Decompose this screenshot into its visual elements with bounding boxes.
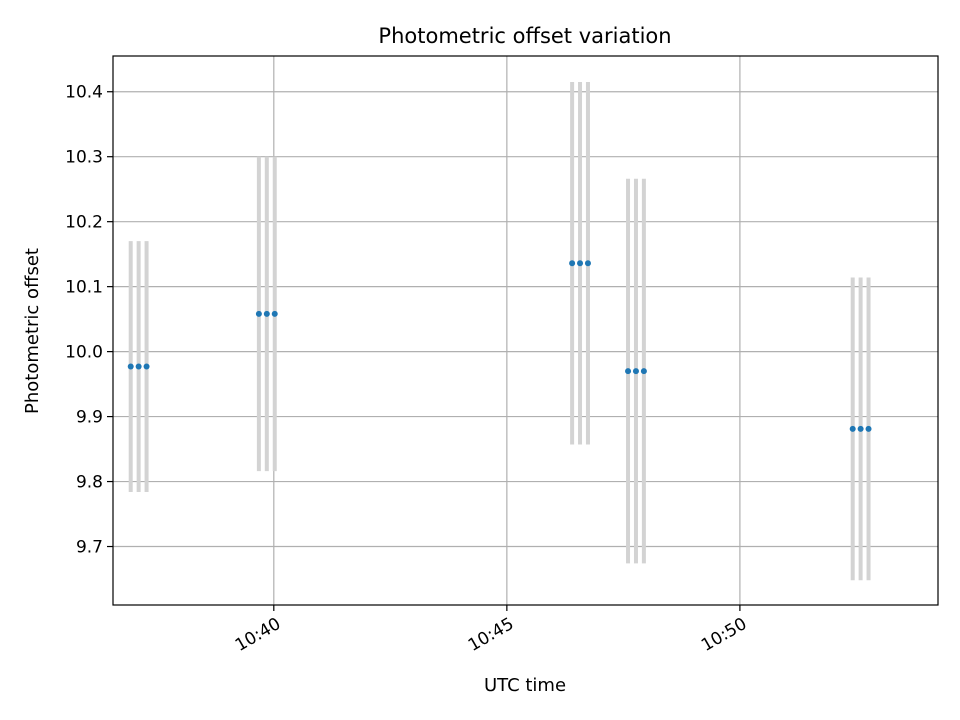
x-axis-label: UTC time <box>484 675 566 696</box>
data-point <box>632 368 639 375</box>
y-tick-label: 10.4 <box>65 83 103 103</box>
y-tick-label: 9.9 <box>76 408 103 428</box>
data-point <box>584 260 591 267</box>
data-point <box>577 260 584 267</box>
data-point <box>640 368 647 375</box>
data-point <box>857 425 864 432</box>
data-point <box>135 363 142 370</box>
data-points <box>127 260 872 432</box>
data-point <box>569 260 576 267</box>
data-point <box>625 368 632 375</box>
chart-title: Photometric offset variation <box>378 24 671 48</box>
y-axis-ticks: 9.7 9.8 9.9 10.0 10.1 10.2 10.3 10.4 <box>65 83 113 558</box>
data-point <box>127 363 134 370</box>
y-tick-label: 9.8 <box>76 473 103 493</box>
y-tick-label: 10.3 <box>65 148 103 168</box>
y-tick-label: 10.0 <box>65 343 103 363</box>
y-tick-label: 10.2 <box>65 213 103 233</box>
y-axis-label: Photometric offset <box>22 248 43 414</box>
grid <box>113 56 938 605</box>
y-tick-label: 10.1 <box>65 278 103 298</box>
data-point <box>849 425 856 432</box>
plot-frame <box>112 55 939 606</box>
data-point <box>271 310 278 317</box>
data-point <box>263 310 270 317</box>
data-point <box>255 310 262 317</box>
y-tick-label: 9.7 <box>76 538 103 558</box>
data-point <box>865 425 872 432</box>
data-point <box>143 363 150 370</box>
